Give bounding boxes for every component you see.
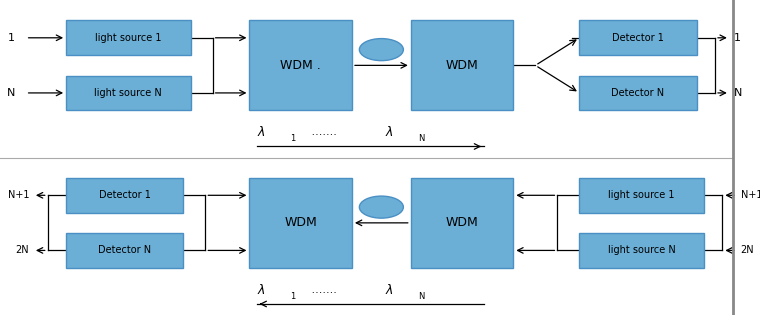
Ellipse shape [359,196,404,218]
Text: 1: 1 [290,134,295,143]
FancyBboxPatch shape [579,178,704,213]
FancyBboxPatch shape [249,20,352,110]
Text: WDM: WDM [445,59,478,72]
Text: WDM .: WDM . [280,59,321,72]
FancyBboxPatch shape [249,178,352,268]
Text: Detector 1: Detector 1 [612,33,664,43]
Text: 1: 1 [8,33,14,43]
Text: 1: 1 [290,292,295,301]
Ellipse shape [359,39,404,61]
Text: light source N: light source N [608,245,676,255]
Text: Detector N: Detector N [98,245,151,255]
FancyBboxPatch shape [66,20,191,55]
Text: N: N [418,292,424,301]
Text: Detector 1: Detector 1 [99,190,150,200]
Text: WDM: WDM [445,216,478,229]
Text: light source 1: light source 1 [609,190,675,200]
Text: .......: ....... [308,285,337,295]
FancyBboxPatch shape [579,20,697,55]
Text: $\lambda$: $\lambda$ [257,283,265,297]
FancyBboxPatch shape [410,178,514,268]
Text: N+1: N+1 [8,190,30,200]
Text: $\lambda$: $\lambda$ [385,125,394,139]
Text: N: N [418,134,424,143]
Text: N+1: N+1 [741,190,760,200]
Text: .......: ....... [308,127,337,137]
Text: Detector N: Detector N [612,88,665,98]
Text: 1: 1 [733,33,740,43]
FancyBboxPatch shape [579,76,697,110]
Text: light source N: light source N [94,88,162,98]
Text: $\lambda$: $\lambda$ [385,283,394,297]
Text: WDM: WDM [284,216,317,229]
Text: N: N [733,88,742,98]
FancyBboxPatch shape [579,233,704,268]
Text: N: N [8,88,16,98]
FancyBboxPatch shape [410,20,514,110]
Text: 2N: 2N [16,245,30,255]
Text: 2N: 2N [741,245,755,255]
Text: $\lambda$: $\lambda$ [257,125,265,139]
FancyBboxPatch shape [66,76,191,110]
FancyBboxPatch shape [66,233,183,268]
Text: light source 1: light source 1 [95,33,162,43]
FancyBboxPatch shape [66,178,183,213]
